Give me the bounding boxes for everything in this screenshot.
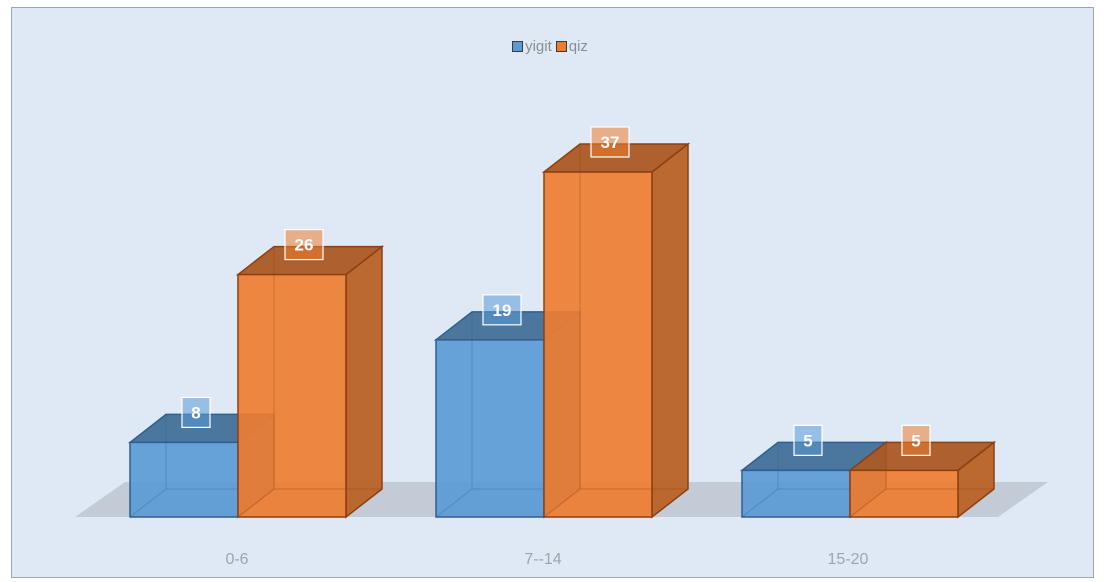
bar-yigit-15-20 xyxy=(741,469,851,518)
data-label-yigit-0-6: 8 xyxy=(191,403,200,422)
data-label-qiz-7--14: 37 xyxy=(601,133,620,152)
bar-inner-diag-qiz-15-20 xyxy=(849,488,887,518)
bar-inner-edge-qiz-7--14 xyxy=(579,144,688,490)
legend-item-yigit: yigit xyxy=(512,38,552,55)
bar-inner-edge-qiz-0-6 xyxy=(273,246,382,490)
bar-yigit-0-6 xyxy=(129,441,239,518)
bar-inner-diag-yigit-7--14 xyxy=(435,488,473,518)
data-label-box-qiz-0-6 xyxy=(284,228,324,261)
bar-qiz-7--14 xyxy=(543,171,653,518)
bar-qiz-15-20 xyxy=(849,469,959,518)
legend-label-qiz: qiz xyxy=(568,38,588,55)
data-label-box-qiz-15-20 xyxy=(901,424,931,456)
category-label-0-6: 0-6 xyxy=(225,551,248,568)
bar-inner-diag-qiz-0-6 xyxy=(237,488,275,518)
data-label-yigit-7--14: 19 xyxy=(493,301,512,320)
category-label-15-20: 15-20 xyxy=(828,551,869,568)
data-label-box-yigit-7--14 xyxy=(482,294,522,326)
legend-label-yigit: yigit xyxy=(525,38,552,55)
bar-inner-diag-qiz-7--14 xyxy=(543,488,581,518)
bar-inner-diag-yigit-0-6 xyxy=(129,488,167,518)
bar-side-qiz-7--14 xyxy=(651,142,689,519)
category-label-7--14: 7--14 xyxy=(524,551,561,568)
data-label-yigit-15-20: 5 xyxy=(803,431,812,450)
legend-swatch-yigit xyxy=(512,41,524,52)
bar-qiz-0-6 xyxy=(237,273,347,518)
data-label-box-yigit-0-6 xyxy=(181,396,211,429)
data-label-box-qiz-7--14 xyxy=(590,126,630,158)
data-label-box-yigit-15-20 xyxy=(793,424,823,456)
bar-side-qiz-0-6 xyxy=(345,245,383,519)
bar-inner-edge-qiz-15-20 xyxy=(885,442,994,490)
legend-item-qiz: qiz xyxy=(555,38,588,55)
bar-inner-diag-yigit-15-20 xyxy=(741,488,779,518)
chart-legend: yigit qiz xyxy=(0,38,1104,55)
bar-yigit-7--14 xyxy=(435,339,545,518)
data-label-qiz-0-6: 26 xyxy=(295,236,314,255)
data-label-qiz-15-20: 5 xyxy=(911,431,920,450)
legend-swatch-qiz xyxy=(555,41,567,52)
